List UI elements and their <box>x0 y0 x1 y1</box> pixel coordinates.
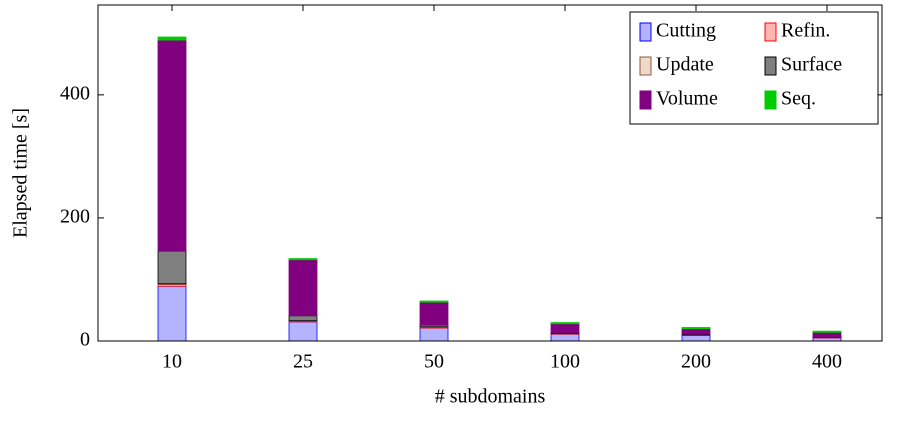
legend-label: Seq. <box>781 88 816 110</box>
x-tick-label: 400 <box>812 351 842 373</box>
x-tick-label: 50 <box>424 351 444 373</box>
y-axis-label: Elapsed time [s] <box>10 108 32 238</box>
legend-label: Cutting <box>656 20 716 42</box>
bar-segment <box>419 327 449 342</box>
legend-label: Volume <box>656 88 718 110</box>
bar-segment <box>550 322 580 325</box>
bar-segment <box>419 300 449 303</box>
bar-segment <box>157 285 187 342</box>
bar-segment <box>812 330 842 333</box>
bar-segment <box>681 327 711 330</box>
bar-segment <box>288 321 318 342</box>
bar-segment <box>681 328 711 335</box>
y-tick-label: 400 <box>60 82 90 104</box>
bar-segment <box>812 331 842 338</box>
legend-box <box>629 11 879 125</box>
bar-segment <box>550 323 580 334</box>
y-tick-label: 200 <box>60 206 90 228</box>
x-axis-label: # subdomains <box>435 386 546 408</box>
bar-segment <box>288 259 318 317</box>
x-tick-label: 25 <box>293 351 313 373</box>
plot-frame <box>97 4 883 342</box>
legend-swatch <box>764 22 777 42</box>
bar-segment <box>288 315 318 322</box>
bar-segment <box>157 36 187 41</box>
legend-label: Update <box>656 54 714 76</box>
legend-label: Refin. <box>781 20 830 42</box>
legend-label: Surface <box>781 54 842 76</box>
bar-segment <box>681 335 711 342</box>
legend-swatch <box>764 56 777 76</box>
bar-segment <box>157 39 187 252</box>
x-tick-label: 10 <box>162 351 182 373</box>
x-tick-label: 100 <box>550 351 580 373</box>
legend-swatch <box>639 56 652 76</box>
bar-segment <box>550 333 580 342</box>
bar-segment <box>157 250 187 285</box>
y-tick-label: 0 <box>80 329 90 351</box>
legend-swatch <box>639 90 652 110</box>
x-tick-label: 200 <box>681 351 711 373</box>
legend-swatch <box>639 22 652 42</box>
legend-swatch <box>764 90 777 110</box>
bar-segment <box>419 301 449 326</box>
bar-segment <box>288 258 318 261</box>
